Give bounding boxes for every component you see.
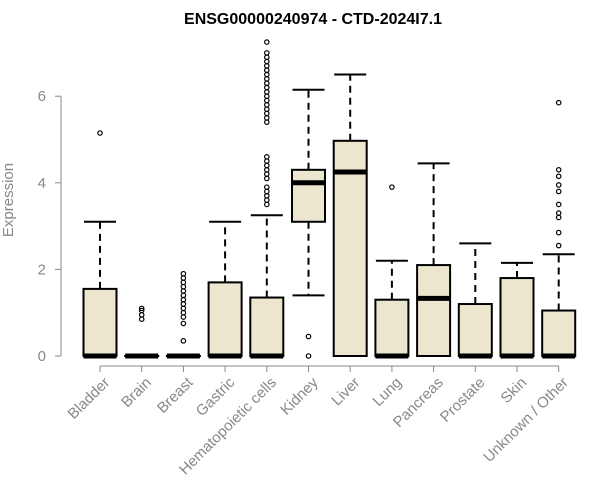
y-axis-title: Expression — [0, 163, 17, 237]
y-tick-label: 4 — [38, 175, 46, 192]
box — [499, 277, 535, 357]
y-tick-label: 0 — [38, 348, 46, 365]
box — [457, 303, 493, 358]
outlier-point — [555, 210, 562, 216]
chart-title: ENSG00000240974 - CTD-2024I7.1 — [184, 11, 442, 28]
box — [249, 296, 285, 358]
box — [541, 309, 577, 358]
outlier-point — [180, 338, 187, 344]
outlier-point — [555, 99, 562, 106]
outlier-point — [138, 305, 145, 312]
outlier-point — [555, 201, 562, 208]
box — [332, 139, 368, 357]
x-tick-label: Prostate — [437, 374, 489, 426]
x-tick-label: Lung — [369, 374, 405, 410]
box — [207, 281, 243, 358]
outlier-point — [97, 130, 103, 136]
x-tick-label: Brain — [118, 374, 155, 411]
outlier-point — [263, 154, 270, 160]
x-tick-label: Liver — [328, 374, 363, 409]
x-tick-label: Bladder — [65, 374, 114, 423]
outlier-point — [138, 307, 145, 314]
outlier-point — [180, 320, 187, 327]
box — [82, 287, 118, 358]
outlier-point — [555, 182, 562, 188]
box — [416, 264, 452, 358]
outlier-point — [555, 167, 562, 173]
outlier-point — [305, 333, 312, 340]
x-tick-label: Skin — [498, 374, 531, 407]
x-tick-label: Breast — [154, 374, 197, 417]
outlier-point — [555, 229, 562, 236]
outlier-point — [389, 184, 395, 190]
y-tick-label: 2 — [38, 261, 46, 278]
outlier-point — [180, 270, 187, 277]
outlier-point — [555, 173, 562, 180]
x-tick-label: Kidney — [277, 374, 322, 419]
box — [374, 298, 410, 357]
outlier-point — [305, 353, 312, 359]
outlier-point — [263, 184, 270, 190]
box — [291, 168, 326, 223]
outlier-point — [555, 242, 562, 249]
outlier-point — [263, 50, 270, 56]
outlier-point — [555, 188, 562, 195]
y-tick-label: 6 — [38, 88, 46, 105]
outlier-point — [263, 39, 270, 45]
